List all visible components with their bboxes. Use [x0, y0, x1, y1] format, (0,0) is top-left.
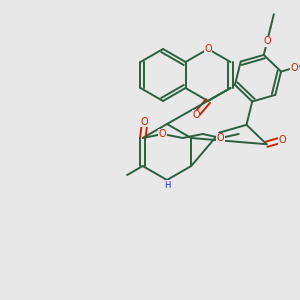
Text: O: O	[291, 63, 298, 73]
Text: O: O	[204, 44, 212, 54]
Text: O: O	[192, 110, 200, 120]
Text: O: O	[141, 117, 148, 127]
Text: O: O	[263, 36, 271, 46]
Text: O: O	[159, 129, 166, 139]
Text: H: H	[164, 181, 170, 190]
Text: O: O	[217, 133, 225, 143]
Text: N: N	[163, 180, 171, 190]
Text: O: O	[278, 135, 286, 145]
